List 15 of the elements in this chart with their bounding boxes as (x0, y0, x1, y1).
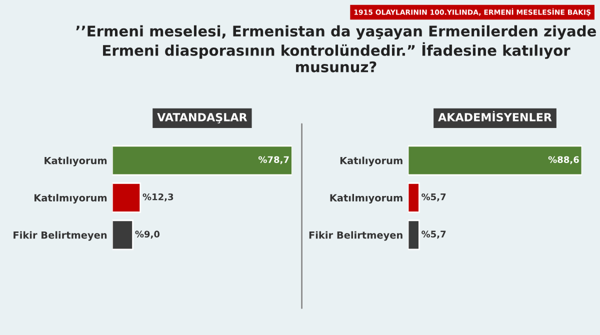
y-tick-label: Fikir Belirtmeyen (309, 231, 402, 241)
data-label: %78,7 (258, 156, 289, 164)
data-label: %12,3 (142, 193, 174, 202)
y-tick-label: Katılıyorum (340, 156, 402, 166)
data-label: %5,7 (422, 193, 446, 202)
y-tick-label: Katılmıyorum (34, 194, 107, 204)
data-label: %88,6 (548, 156, 579, 164)
y-tick-label: Fikir Belirtmeyen (14, 231, 107, 241)
text: ’’Ermeni meselesi, Ermenistan da yaşayan Ermenilerden ziyade Ermeni diasporasının kontrolündedir.” İfadesine katılıyor musunuz? (76, 25, 596, 72)
data-label: %5,7 (422, 230, 446, 239)
y-tick-label: Katılıyorum (44, 156, 107, 166)
chart-title: AKADEMİSYENLER (438, 110, 552, 122)
chart-title: VATANDAŞLAR (157, 113, 248, 124)
y-tick-label: Katılmıyorum (330, 194, 402, 204)
data-label: %9,0 (135, 230, 160, 239)
